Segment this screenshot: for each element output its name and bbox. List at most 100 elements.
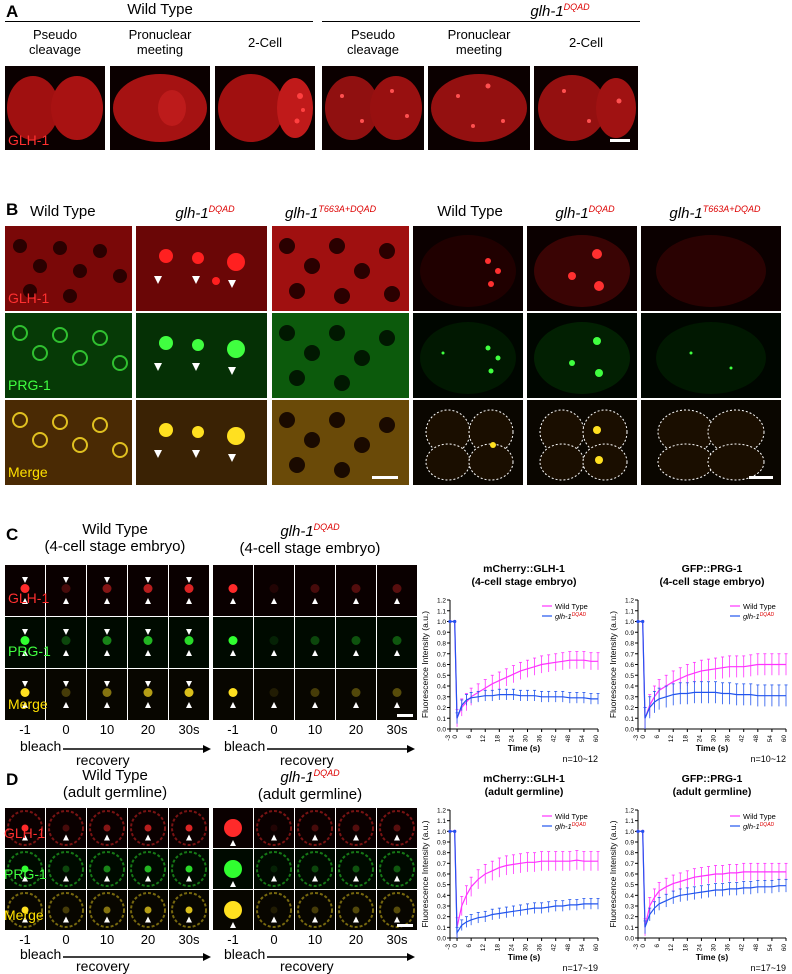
frap-frame bbox=[377, 849, 417, 889]
timepoint-label: 0 bbox=[270, 932, 278, 947]
panel-d-channel-merge: Merge bbox=[4, 907, 44, 923]
y-axis-label: Fluorescence Intensity (a.u.) bbox=[420, 820, 430, 927]
y-tick-label: 0.6 bbox=[437, 662, 446, 669]
frap-frame bbox=[213, 849, 253, 889]
x-tick-label: 60 bbox=[593, 735, 600, 743]
panel-d-frap-grid bbox=[5, 808, 417, 930]
frap-frame bbox=[128, 669, 168, 720]
y-tick-label: 0.4 bbox=[625, 893, 634, 900]
frap-frame bbox=[46, 849, 86, 889]
frap-frame bbox=[169, 849, 209, 889]
panel-c-channel-prg1: PRG-1 bbox=[8, 643, 51, 659]
y-tick-label: 0.8 bbox=[437, 850, 446, 857]
panel-b-germline-t663a-prg1 bbox=[272, 313, 409, 398]
y-tick-label: 0.9 bbox=[625, 840, 634, 847]
x-tick-label: 0 bbox=[452, 944, 459, 948]
y-tick-label: 0.4 bbox=[437, 684, 446, 691]
frap-frame bbox=[254, 808, 294, 848]
x-tick-label: 18 bbox=[494, 735, 501, 743]
frap-frame bbox=[87, 849, 127, 889]
x-tick-label: -3 bbox=[633, 735, 640, 741]
timepoint-label: 10 bbox=[99, 722, 115, 737]
panel-b-genotype-wt-embryo: Wild Type bbox=[437, 203, 503, 220]
y-tick-label: 1.2 bbox=[437, 808, 446, 815]
y-tick-label: 0.0 bbox=[437, 727, 446, 734]
timepoint-label: 20 bbox=[140, 932, 156, 947]
legend-label: Wild Type bbox=[555, 812, 588, 821]
panel-b-channel-glh1: GLH-1 bbox=[8, 290, 50, 306]
panel-b-letter: B bbox=[6, 200, 19, 219]
chart-title: mCherry::GLH-1 bbox=[483, 773, 565, 785]
y-tick-label: 0.9 bbox=[437, 840, 446, 847]
scale-bar bbox=[397, 924, 413, 927]
frap-frame bbox=[254, 617, 294, 668]
y-tick-label: 0.6 bbox=[625, 662, 634, 669]
chart-title: GFP::PRG-1 bbox=[682, 773, 743, 785]
x-tick-label: 6 bbox=[466, 944, 473, 948]
series-line bbox=[450, 830, 598, 935]
x-tick-label: 0 bbox=[452, 735, 459, 739]
y-tick-label: 0.9 bbox=[625, 630, 634, 637]
y-axis-label: Fluorescence Intensity (a.u.) bbox=[608, 611, 618, 718]
timepoint-label: 10 bbox=[307, 722, 323, 737]
x-tick-label: 12 bbox=[668, 735, 675, 743]
panel-b-channel-merge: Merge bbox=[8, 464, 48, 480]
x-axis-label: Time (s) bbox=[508, 743, 541, 753]
frap-frame bbox=[377, 890, 417, 930]
y-tick-label: 0.7 bbox=[625, 861, 634, 868]
chart-c-glh1: mCherry::GLH-1(4-cell stage embryo)0.0 0.… bbox=[420, 563, 600, 764]
y-tick-label: 0.4 bbox=[437, 893, 446, 900]
y-tick-label: 0.5 bbox=[625, 673, 634, 680]
frap-frame bbox=[213, 565, 253, 616]
x-tick-label: 30 bbox=[711, 735, 718, 743]
y-tick-label: 1.1 bbox=[437, 608, 446, 615]
panel-b-genotype-t663a: glh-1T663A+DQAD bbox=[285, 204, 377, 222]
y-tick-label: 1.1 bbox=[437, 818, 446, 825]
frap-frame bbox=[128, 617, 168, 668]
frap-frame bbox=[46, 808, 86, 848]
frap-frame bbox=[46, 669, 86, 720]
y-tick-label: 0.3 bbox=[625, 694, 634, 701]
y-tick-label: 0.9 bbox=[437, 630, 446, 637]
frap-frame bbox=[377, 565, 417, 616]
x-tick-label: 36 bbox=[725, 735, 732, 743]
chart-title: mCherry::GLH-1 bbox=[483, 563, 565, 575]
series-line bbox=[638, 620, 786, 719]
panel-a-letter: A bbox=[6, 2, 19, 21]
data-point bbox=[641, 829, 645, 833]
x-tick-label: 42 bbox=[739, 735, 746, 743]
panel-b-embryo-wt-glh1 bbox=[413, 226, 523, 311]
chart-subtitle: (adult germline) bbox=[673, 786, 752, 798]
y-tick-label: 1.0 bbox=[625, 619, 634, 626]
data-point bbox=[448, 619, 452, 624]
series-line bbox=[450, 620, 598, 719]
x-tick-label: 48 bbox=[753, 944, 760, 952]
frap-frame bbox=[336, 565, 376, 616]
frap-frame bbox=[128, 808, 168, 848]
chart-d-glh1: mCherry::GLH-1(adult germline)0.00.10.20… bbox=[420, 773, 600, 973]
x-tick-label: 6 bbox=[654, 735, 661, 739]
x-tick-label: 30 bbox=[711, 944, 718, 952]
panel-a-wt-group-label: Wild Type bbox=[127, 1, 193, 18]
timepoint-label: 20 bbox=[348, 932, 364, 947]
timepoint-label: -1 bbox=[19, 722, 31, 737]
x-tick-label: 6 bbox=[466, 735, 473, 739]
panel-a-mut-group-label: glh-1DQAD bbox=[530, 2, 590, 20]
y-tick-label: 0.6 bbox=[625, 872, 634, 879]
timepoint-label: 20 bbox=[348, 722, 364, 737]
panel-d-channel-prg1: PRG-1 bbox=[4, 866, 47, 882]
data-point bbox=[636, 829, 640, 833]
frap-frame bbox=[213, 890, 253, 930]
frap-frame bbox=[336, 808, 376, 848]
y-tick-label: 0.2 bbox=[437, 705, 446, 712]
x-tick-label: 48 bbox=[565, 735, 572, 743]
y-tick-label: 0.1 bbox=[437, 925, 446, 932]
x-tick-label: 30 bbox=[523, 735, 530, 743]
panel-b-germline-t663a-glh1 bbox=[272, 226, 409, 311]
y-tick-label: 1.0 bbox=[625, 829, 634, 836]
legend-label: glh-1DQAD bbox=[555, 612, 587, 621]
timepoint-label: 20 bbox=[140, 722, 156, 737]
panel-b-embryo-dqad-prg1 bbox=[527, 313, 637, 398]
timepoint-label: -1 bbox=[227, 722, 239, 737]
chart-subtitle: (adult germline) bbox=[485, 786, 564, 798]
